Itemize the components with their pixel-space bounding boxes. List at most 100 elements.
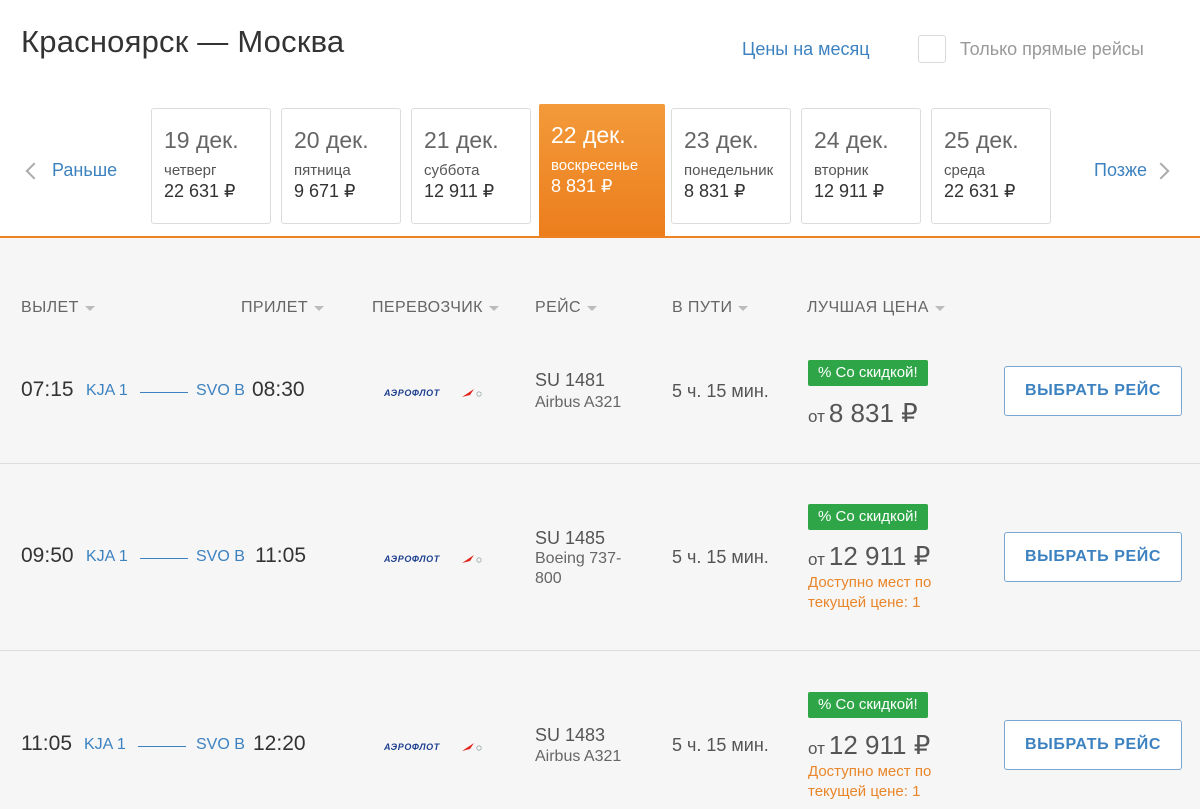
aeroflot-logo: АЭРОФЛОТ (384, 554, 482, 564)
date-card-24[interactable]: 24 дек. вторник 12 911 ₽ (801, 108, 921, 224)
discount-badge: % Со скидкой! (808, 692, 928, 718)
svg-text:АЭРОФЛОТ: АЭРОФЛОТ (384, 554, 441, 564)
svg-text:АЭРОФЛОТ: АЭРОФЛОТ (384, 742, 441, 752)
date-card-weekday: четверг (164, 162, 217, 179)
date-card-21[interactable]: 21 дек. суббота 12 911 ₽ (411, 108, 531, 224)
sort-arrival[interactable]: ПРИЛЕТ (241, 299, 325, 317)
select-flight-button[interactable]: ВЫБРАТЬ РЕЙС (1004, 720, 1182, 770)
column-label: ПЕРЕВОЗЧИК (372, 299, 483, 316)
price-value: 12 911 ₽ (828, 730, 931, 760)
sort-best-price[interactable]: ЛУЧШАЯ ЦЕНА (807, 299, 945, 317)
select-flight-button[interactable]: ВЫБРАТЬ РЕЙС (1004, 532, 1182, 582)
departure-airport: KJA 1 (86, 382, 128, 399)
date-card-weekday: среда (944, 162, 985, 179)
date-card-weekday: понедельник (684, 162, 774, 179)
direct-only-label: Только прямые рейсы (960, 38, 1144, 59)
price-prefix: от (808, 407, 825, 426)
arrival-airport: SVO B (196, 382, 245, 399)
date-card-20[interactable]: 20 дек. пятница 9 671 ₽ (281, 108, 401, 224)
route-line (140, 392, 188, 393)
price-value: 12 911 ₽ (828, 541, 931, 571)
page-title: Красноярск — Москва (21, 24, 345, 59)
arrival-airport: SVO B (196, 736, 245, 753)
departure-time: 07:15 (21, 378, 74, 401)
discount-badge: % Со скидкой! (808, 504, 928, 530)
date-card-date: 22 дек. (551, 122, 626, 148)
price-prefix: от (808, 550, 825, 569)
departure-airport: KJA 1 (86, 548, 128, 565)
flights-list (0, 238, 1200, 809)
select-flight-button[interactable]: ВЫБРАТЬ РЕЙС (1004, 366, 1182, 416)
price: от 8 831 ₽ (808, 398, 918, 429)
date-card-weekday: вторник (814, 162, 869, 179)
column-label: ПРИЛЕТ (241, 299, 309, 316)
date-card-date: 24 дек. (814, 127, 889, 153)
date-card-date: 23 дек. (684, 127, 759, 153)
date-card-weekday: пятница (294, 162, 351, 179)
column-label: ВЫЛЕТ (21, 299, 79, 316)
date-card-price: 22 631 ₽ (164, 181, 236, 201)
price-value: 8 831 ₽ (828, 398, 918, 428)
column-label: В ПУТИ (672, 299, 733, 316)
caret-down-icon (84, 305, 95, 311)
date-card-weekday: воскресенье (551, 157, 639, 174)
date-card-25[interactable]: 25 дек. среда 22 631 ₽ (931, 108, 1051, 224)
date-card-price: 8 831 ₽ (684, 181, 746, 201)
caret-down-icon (738, 305, 749, 311)
arrival-time: 08:30 (252, 378, 305, 401)
date-card-price: 12 911 ₽ (424, 181, 495, 201)
arrival-airport: SVO B (196, 548, 245, 565)
month-prices-link[interactable]: Цены на месяц (742, 39, 870, 59)
date-card-22-selected[interactable]: 22 дек. воскресенье 8 831 ₽ (539, 104, 665, 238)
price: от 12 911 ₽ (808, 541, 930, 572)
date-card-date: 19 дек. (164, 127, 239, 153)
later-button[interactable]: Позже (1094, 160, 1170, 181)
aircraft-type: Airbus A321 (535, 394, 622, 411)
aeroflot-logo: АЭРОФЛОТ (384, 742, 482, 752)
date-card-23[interactable]: 23 дек. понедельник 8 831 ₽ (671, 108, 791, 224)
date-card-19[interactable]: 19 дек. четверг 22 631 ₽ (151, 108, 271, 224)
date-card-price: 22 631 ₽ (944, 181, 1016, 201)
earlier-label: Раньше (52, 160, 118, 180)
flight-duration: 5 ч. 15 мин. (672, 547, 769, 567)
date-card-price: 12 911 ₽ (814, 181, 885, 201)
aeroflot-logo: АЭРОФЛОТ (384, 388, 482, 398)
flight-duration: 5 ч. 15 мин. (672, 381, 769, 401)
sort-duration[interactable]: В ПУТИ (672, 299, 749, 317)
flight-number: SU 1485 (535, 528, 606, 548)
departure-airport: KJA 1 (84, 736, 126, 753)
arrival-time: 12:20 (253, 732, 306, 755)
direct-only-filter[interactable]: Только прямые рейсы (918, 35, 1144, 63)
chevron-right-icon (1152, 162, 1170, 179)
column-label: ЛУЧШАЯ ЦЕНА (807, 299, 929, 316)
departure-time: 11:05 (21, 732, 72, 755)
caret-down-icon (488, 305, 499, 311)
route-line (140, 558, 188, 559)
seats-left-note: Доступно мест по текущей цене: 1 (808, 574, 932, 611)
price-prefix: от (808, 739, 825, 758)
flight-duration: 5 ч. 15 мин. (672, 735, 769, 755)
price: от 12 911 ₽ (808, 730, 930, 761)
aircraft-type: Boeing 737-800 (535, 550, 622, 587)
discount-badge: % Со скидкой! (808, 360, 928, 386)
route-line (138, 746, 186, 747)
sort-departure[interactable]: ВЫЛЕТ (21, 299, 95, 317)
seats-left-note: Доступно мест по текущей цене: 1 (808, 763, 932, 800)
direct-only-checkbox[interactable] (918, 35, 946, 63)
later-label: Позже (1094, 160, 1148, 180)
earlier-button[interactable]: Раньше (24, 160, 117, 181)
chevron-left-icon (25, 162, 43, 179)
column-label: РЕЙС (535, 299, 581, 316)
date-card-price: 8 831 ₽ (551, 176, 613, 196)
flight-number: SU 1481 (535, 370, 606, 390)
date-bar-divider (0, 236, 1200, 238)
sort-carrier[interactable]: ПЕРЕВОЗЧИК (372, 299, 499, 317)
aircraft-type: Airbus A321 (535, 748, 622, 765)
flight-row: 07:15 KJA 1 SVO B 08:30 АЭРОФЛОТ SU 1481… (0, 330, 1200, 464)
flight-number: SU 1483 (535, 725, 606, 745)
sort-flight[interactable]: РЕЙС (535, 299, 597, 317)
date-card-date: 25 дек. (944, 127, 1019, 153)
departure-time: 09:50 (21, 544, 74, 567)
date-card-date: 20 дек. (294, 127, 369, 153)
date-card-weekday: суббота (424, 162, 480, 179)
